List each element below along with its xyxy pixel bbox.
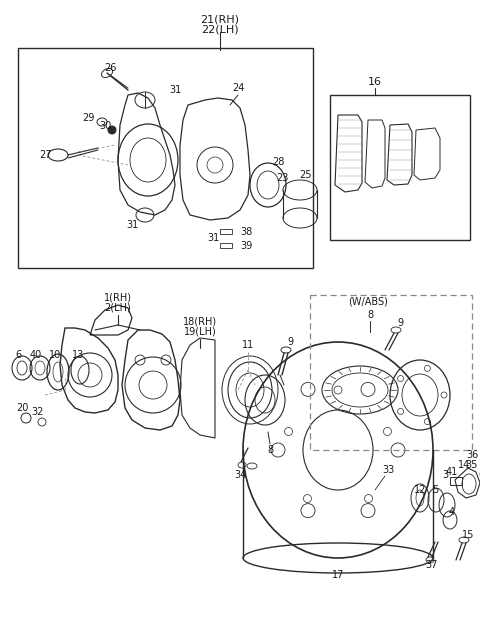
Text: 28: 28 [272, 157, 284, 167]
Text: 20: 20 [16, 403, 28, 413]
Bar [220, 243, 232, 248]
Text: 37: 37 [426, 560, 438, 570]
Text: 11: 11 [242, 340, 254, 350]
Text: 31: 31 [208, 233, 220, 243]
Text: 13: 13 [72, 350, 84, 360]
Text: 14: 14 [458, 460, 470, 470]
Bar [330, 95, 470, 240]
Text: 6: 6 [15, 350, 21, 360]
Text: 26: 26 [104, 63, 116, 73]
Text: 4: 4 [449, 507, 455, 517]
Text: 3: 3 [442, 470, 448, 480]
Text: 25: 25 [300, 170, 312, 180]
Text: 24: 24 [232, 83, 244, 93]
Text: 31: 31 [126, 220, 138, 230]
Text: 27: 27 [39, 150, 51, 160]
Text: 30: 30 [99, 121, 111, 131]
Text: 32: 32 [32, 407, 44, 417]
Text: (W/ABS): (W/ABS) [348, 297, 388, 307]
Text: 22(LH): 22(LH) [201, 24, 239, 34]
Text: 8: 8 [367, 310, 373, 320]
Text: 36: 36 [466, 450, 478, 460]
Text: 19(LH): 19(LH) [184, 327, 216, 337]
Text: 1(RH): 1(RH) [104, 293, 132, 303]
Text: 2(LH): 2(LH) [105, 303, 132, 313]
Text: 8: 8 [267, 445, 273, 455]
Text: 12: 12 [414, 485, 426, 495]
Text: 39: 39 [240, 241, 252, 251]
Text: 40: 40 [30, 350, 42, 360]
Text: 16: 16 [368, 77, 382, 87]
Text: 31: 31 [169, 85, 181, 95]
Bar [220, 229, 232, 234]
Text: 5: 5 [432, 485, 438, 495]
Text: 33: 33 [382, 465, 394, 475]
Text: 38: 38 [240, 227, 252, 237]
Text: 17: 17 [332, 570, 344, 580]
Text: 23: 23 [276, 173, 288, 183]
Text: 15: 15 [462, 530, 474, 540]
Text: 21(RH): 21(RH) [201, 14, 240, 24]
Circle shape [108, 126, 116, 134]
Text: 9: 9 [397, 318, 403, 328]
Bar [310, 295, 472, 450]
Text: 18(RH): 18(RH) [183, 317, 217, 327]
Text: 10: 10 [49, 350, 61, 360]
Text: 9: 9 [287, 337, 293, 347]
Text: 34: 34 [234, 470, 246, 480]
Bar [18, 48, 313, 268]
Text: 41: 41 [446, 467, 458, 477]
Text: 35: 35 [466, 460, 478, 470]
Bar [450, 477, 462, 485]
Text: 29: 29 [82, 113, 94, 123]
